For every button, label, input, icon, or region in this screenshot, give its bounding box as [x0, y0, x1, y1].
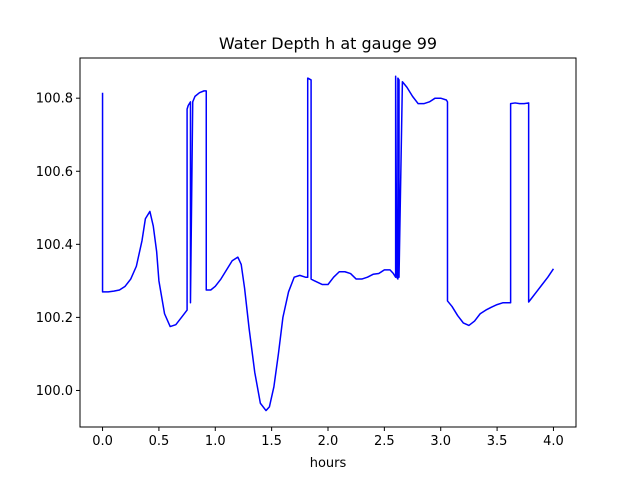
series-line [101, 75, 555, 412]
x-tick-label: 3.5 [487, 434, 508, 449]
y-tick-label: 100.6 [36, 165, 73, 180]
x-tick-label: 1.5 [261, 434, 282, 449]
x-tick-label: 0.0 [92, 434, 113, 449]
y-tick-label: 100.2 [36, 311, 73, 326]
x-tick-label: 2.5 [374, 434, 395, 449]
y-tick-label: 100.8 [36, 92, 73, 107]
y-tick-label: 100.0 [36, 384, 73, 399]
x-axis-ticks: 0.0 0.5 1.0 1.5 2.0 2.5 3.0 3.5 4.0 [92, 427, 564, 449]
x-tick-label: 2.0 [318, 434, 339, 449]
chart-title: Water Depth h at gauge 99 [219, 34, 437, 53]
axes-frame [79, 57, 577, 428]
x-tick-label: 4.0 [543, 434, 564, 449]
x-tick-label: 1.0 [205, 434, 226, 449]
x-axis-label: hours [310, 456, 347, 471]
y-tick-label: 100.4 [36, 238, 73, 253]
x-tick-label: 0.5 [149, 434, 170, 449]
y-axis-ticks: 100.0 100.2 100.4 100.6 100.8 [36, 92, 80, 399]
x-tick-label: 3.0 [430, 434, 451, 449]
plot-area: 0.0 0.5 1.0 1.5 2.0 2.5 3.0 3.5 4.0 100.0100.210… [36, 57, 577, 449]
